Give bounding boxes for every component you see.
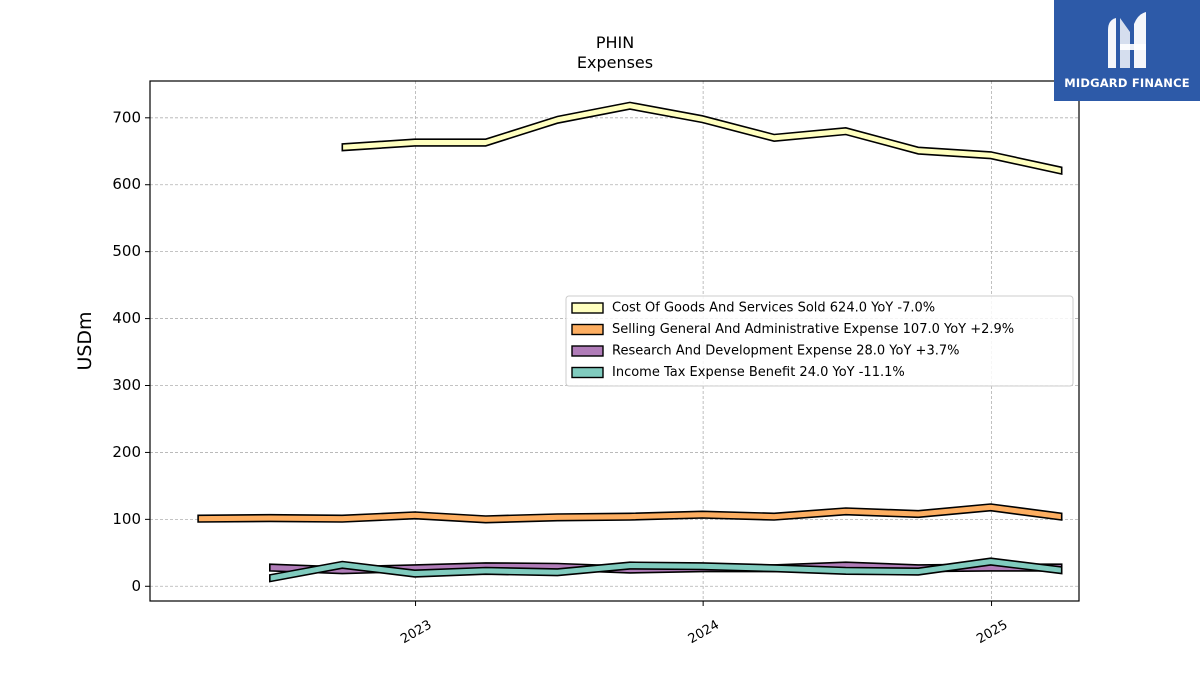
data-point <box>267 516 272 521</box>
legend-entry: Research And Development Expense 28.0 Yo… <box>612 344 959 359</box>
data-point <box>1059 568 1064 573</box>
data-point <box>700 117 705 122</box>
legend-entry: Cost Of Goods And Services Sold 624.0 Yo… <box>612 301 935 316</box>
data-point <box>988 153 993 158</box>
legend-entry: Income Tax Expense Benefit 24.0 YoY -11.… <box>612 365 905 380</box>
midgard-m-logo-icon <box>1108 12 1146 68</box>
y-axis-label: USDm <box>74 311 96 370</box>
legend: Cost Of Goods And Services Sold 624.0 Yo… <box>565 295 1074 387</box>
data-point <box>916 512 921 517</box>
data-point <box>1059 168 1064 173</box>
data-point <box>772 566 777 571</box>
data-point <box>196 516 201 521</box>
legend-swatch <box>571 323 604 336</box>
data-point <box>483 568 488 573</box>
y-tick-label: 600 <box>112 175 141 193</box>
data-point <box>267 576 272 581</box>
chart-title: PHIN <box>596 33 634 52</box>
data-point <box>340 145 345 150</box>
x-axis: 2023 2024 2025 <box>398 601 1010 647</box>
y-tick-label: 200 <box>112 443 141 461</box>
legend-swatch <box>571 302 604 314</box>
data-point <box>627 514 632 519</box>
data-point <box>843 129 848 134</box>
series-band <box>341 101 1063 175</box>
data-point <box>483 517 488 522</box>
data-point <box>412 571 417 576</box>
series-layer <box>196 101 1064 583</box>
brand-name: MIDGARD FINANCE <box>1064 76 1190 90</box>
x-tick-label: 2024 <box>686 618 722 648</box>
series-income-tax-expense-benefit <box>267 557 1064 583</box>
brand-logo: MIDGARD FINANCE <box>1054 0 1200 101</box>
plot-frame <box>149 80 1080 602</box>
y-tick-label: 500 <box>112 242 141 260</box>
y-axis: 0 100 200 300 400 500 600 700 <box>112 108 150 595</box>
data-point <box>340 562 345 567</box>
series-selling-general-and-administrative-expense <box>196 503 1064 524</box>
data-point <box>772 514 777 519</box>
data-point <box>700 564 705 569</box>
data-point <box>483 140 488 145</box>
y-tick-label: 300 <box>112 376 141 394</box>
data-point <box>916 569 921 574</box>
series-band <box>197 503 1063 524</box>
legend-swatch <box>571 345 604 357</box>
data-point <box>772 135 777 140</box>
data-point <box>412 513 417 518</box>
legend-swatch <box>571 366 604 379</box>
data-point <box>988 559 993 564</box>
series-band <box>269 557 1063 583</box>
x-tick-label: 2025 <box>974 618 1010 648</box>
data-point <box>843 568 848 573</box>
x-tick-label: 2023 <box>398 618 434 648</box>
legend-box <box>565 295 1074 387</box>
y-tick-label: 100 <box>112 510 141 528</box>
y-tick-label: 700 <box>112 108 141 126</box>
data-point <box>916 148 921 153</box>
data-point <box>700 512 705 517</box>
data-point <box>1059 514 1064 519</box>
data-point <box>555 515 560 520</box>
data-point <box>412 140 417 145</box>
data-point <box>555 117 560 122</box>
data-point <box>988 505 993 510</box>
data-point <box>555 570 560 575</box>
data-point <box>627 103 632 108</box>
data-point <box>340 516 345 521</box>
y-tick-label: 400 <box>112 309 141 327</box>
data-point <box>267 565 272 570</box>
y-tick-label: 0 <box>131 577 141 595</box>
series-cost-of-goods-and-services-sold <box>340 101 1064 175</box>
data-point <box>627 563 632 568</box>
chart-subtitle: Expenses <box>577 53 653 72</box>
legend-entry: Selling General And Administrative Expen… <box>612 322 1014 337</box>
data-point <box>843 509 848 514</box>
